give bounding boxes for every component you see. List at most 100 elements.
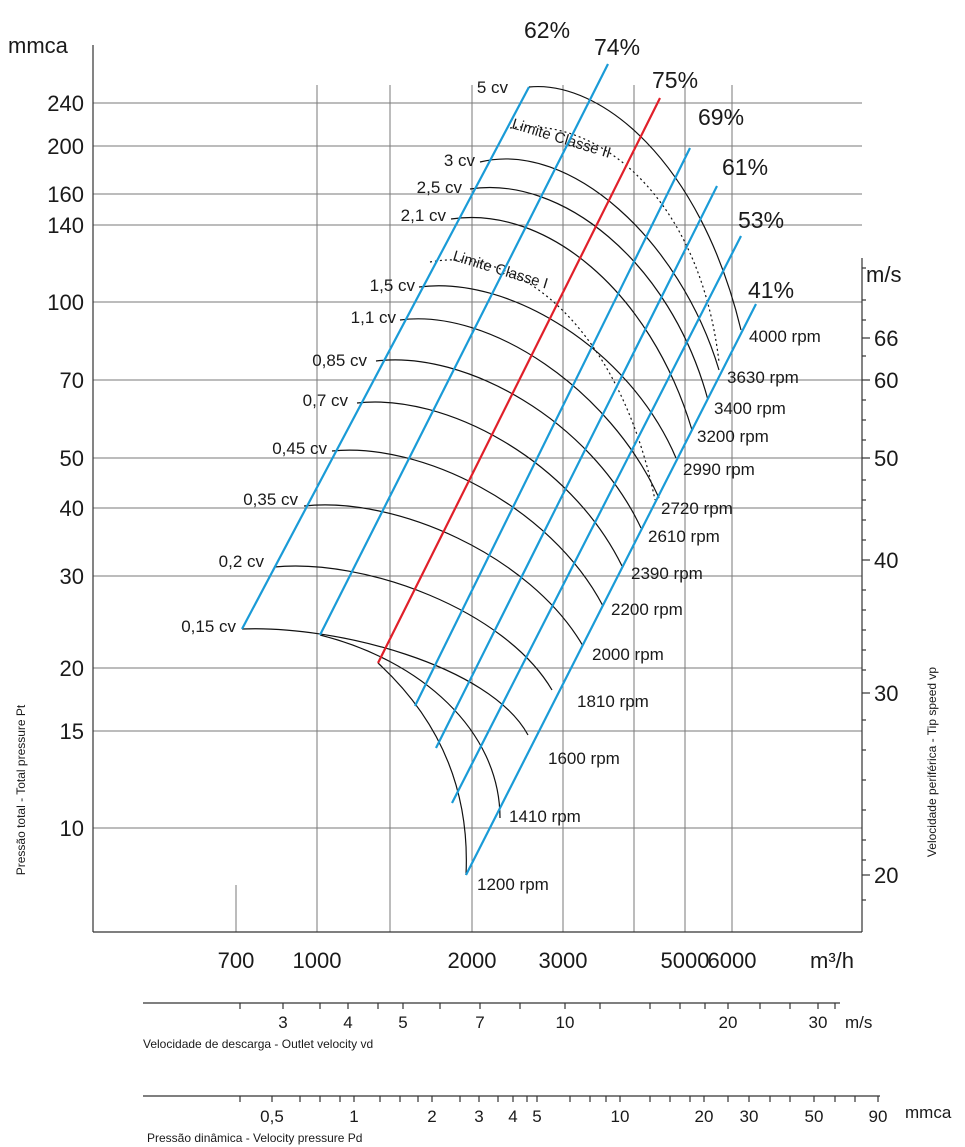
y-tick-label: 140 <box>47 213 84 238</box>
power-label: 0,85 cv <box>312 351 367 370</box>
x-unit-label: m³/h <box>810 948 854 973</box>
outlet-velocity-tick-label: 3 <box>278 1013 287 1032</box>
speed-label: 2000 rpm <box>592 645 664 664</box>
performance-curve <box>377 662 467 876</box>
best-efficiency-line <box>377 97 661 664</box>
y2-tick-label: 20 <box>874 863 898 888</box>
outlet-velocity-tick-label: 4 <box>343 1013 352 1032</box>
outlet-velocity-tick-label: 10 <box>556 1013 575 1032</box>
performance-curve <box>303 504 584 647</box>
performance-curve <box>375 359 642 529</box>
speed-label: 1200 rpm <box>477 875 549 894</box>
y2-tick-label: 50 <box>874 446 898 471</box>
power-label: 1,5 cv <box>370 276 416 295</box>
speed-label: 3200 rpm <box>697 427 769 446</box>
x-tick-label: 3000 <box>539 948 588 973</box>
speed-label: 2610 rpm <box>648 527 720 546</box>
efficiency-label: 61% <box>722 154 768 180</box>
efficiency-label: 53% <box>738 207 784 233</box>
y2-unit-label: m/s <box>866 262 901 287</box>
y-tick-label: 10 <box>60 816 84 841</box>
velocity-pressure-tick-label: 0,5 <box>260 1107 284 1126</box>
power-label: 0,15 cv <box>181 617 236 636</box>
velocity-pressure-tick-label: 30 <box>740 1107 759 1126</box>
power-label: 0,45 cv <box>272 439 327 458</box>
outlet-velocity-title: Velocidade de descarga - Outlet velocity… <box>143 1037 373 1051</box>
power-label: 2,5 cv <box>417 178 463 197</box>
performance-curve <box>450 217 693 431</box>
y-unit-label: mmca <box>8 33 69 58</box>
performance-curve <box>331 449 604 607</box>
velocity-pressure-tick-label: 50 <box>805 1107 824 1126</box>
y2-tick-label: 40 <box>874 548 898 573</box>
y-tick-label: 200 <box>47 134 84 159</box>
outlet-velocity-unit: m/s <box>845 1013 872 1032</box>
outlet-velocity-tick-label: 7 <box>475 1013 484 1032</box>
efficiency-line <box>319 63 609 636</box>
performance-curve <box>319 634 501 819</box>
power-label: 0,2 cv <box>219 552 265 571</box>
efficiency-line <box>465 303 757 876</box>
efficiency-line <box>414 147 691 707</box>
velocity-pressure-tick-label: 90 <box>869 1107 888 1126</box>
velocity-pressure-title: Pressão dinâmica - Velocity pressure Pd <box>147 1131 362 1145</box>
performance-curve <box>356 401 623 567</box>
y-tick-label: 20 <box>60 656 84 681</box>
outlet-velocity-tick-label: 5 <box>398 1013 407 1032</box>
y-tick-label: 160 <box>47 182 84 207</box>
speed-label: 1810 rpm <box>577 692 649 711</box>
y-tick-label: 70 <box>60 368 84 393</box>
velocity-pressure-tick-label: 4 <box>508 1107 517 1126</box>
y2-tick-label: 30 <box>874 681 898 706</box>
efficiency-label: 41% <box>748 277 794 303</box>
y2-axis-title: Velocidade periférica - Tip speed vp <box>925 667 939 857</box>
y2-tick-label: 66 <box>874 326 898 351</box>
velocity-pressure-tick-label: 10 <box>611 1107 630 1126</box>
y-tick-label: 100 <box>47 290 84 315</box>
performance-curve <box>399 318 660 499</box>
speed-label: 3630 rpm <box>727 368 799 387</box>
velocity-pressure-tick-label: 1 <box>349 1107 358 1126</box>
velocity-pressure-tick-label: 20 <box>695 1107 714 1126</box>
x-tick-label: 6000 <box>708 948 757 973</box>
velocity-pressure-unit: mmca <box>905 1103 952 1122</box>
speed-label: 1410 rpm <box>509 807 581 826</box>
power-label: 2,1 cv <box>401 206 447 225</box>
y-axis-title: Pressão total - Total pressure Pt <box>14 704 28 875</box>
power-label: 5 cv <box>477 78 509 97</box>
velocity-pressure-tick-label: 5 <box>532 1107 541 1126</box>
efficiency-line <box>451 235 742 804</box>
speed-label: 2990 rpm <box>683 460 755 479</box>
y-tick-label: 240 <box>47 91 84 116</box>
performance-curve <box>273 565 553 691</box>
velocity-pressure-tick-label: 2 <box>427 1107 436 1126</box>
speed-label: 2720 rpm <box>661 499 733 518</box>
performance-curve <box>469 187 709 401</box>
speed-label: 4000 rpm <box>749 327 821 346</box>
y-tick-label: 40 <box>60 496 84 521</box>
x-tick-label: 700 <box>218 948 255 973</box>
y-tick-label: 50 <box>60 446 84 471</box>
performance-curve <box>418 285 677 459</box>
efficiency-label: 69% <box>698 104 744 130</box>
speed-label: 3400 rpm <box>714 399 786 418</box>
efficiency-label: 62% <box>524 17 570 43</box>
y2-tick-label: 60 <box>874 368 898 393</box>
velocity-pressure-tick-label: 3 <box>474 1107 483 1126</box>
power-label: 0,7 cv <box>303 391 349 410</box>
limit-class-i-label: Limite Classe I <box>451 248 550 293</box>
performance-curve <box>479 158 720 371</box>
power-label: 1,1 cv <box>351 308 397 327</box>
performance-curve <box>528 86 742 331</box>
speed-label: 2390 rpm <box>631 564 703 583</box>
power-label: 3 cv <box>444 151 476 170</box>
power-label: 0,35 cv <box>243 490 298 509</box>
y-tick-label: 30 <box>60 564 84 589</box>
efficiency-line <box>435 185 718 749</box>
x-tick-label: 2000 <box>448 948 497 973</box>
efficiency-line <box>241 86 530 630</box>
speed-label: 2200 rpm <box>611 600 683 619</box>
x-tick-label: 1000 <box>293 948 342 973</box>
performance-curve <box>241 628 529 736</box>
